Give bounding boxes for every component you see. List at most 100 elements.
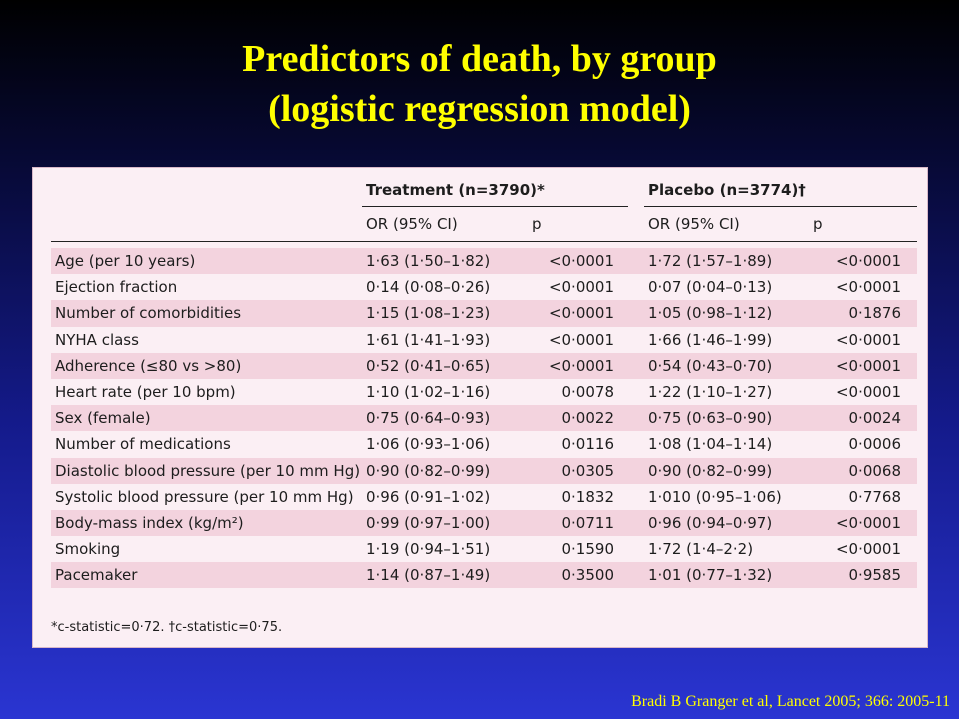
predictors-table: Treatment (n=3790)* Placebo (n=3774)† OR…	[51, 174, 918, 589]
table-body: Age (per 10 years) 1·63 (1·50–1·82) <0·000…	[51, 242, 918, 589]
treatment-or-cell: 1·61 (1·41–1·93)	[362, 326, 528, 353]
row-label: Systolic blood pressure (per 10 mm Hg)	[51, 483, 362, 510]
treatment-p-cell: 0·1832	[528, 483, 628, 510]
row-label: NYHA class	[51, 326, 362, 353]
placebo-p-cell: <0·0001	[809, 352, 918, 379]
treatment-p-cell: <0·0001	[528, 274, 628, 301]
citation: Bradi B Granger et al, Lancet 2005; 366:…	[631, 693, 950, 710]
gap-cell	[628, 274, 644, 301]
placebo-or-cell: 1·05 (0·98–1·12)	[644, 300, 809, 327]
placebo-or-cell: 1·010 (0·95–1·06)	[644, 483, 809, 510]
gap-cell	[628, 457, 644, 484]
placebo-or-cell: 0·90 (0·82–0·99)	[644, 457, 809, 484]
table-row: NYHA class 1·61 (1·41–1·93) <0·0001 1·66 (1…	[51, 326, 918, 353]
placebo-or-cell: 0·96 (0·94–0·97)	[644, 509, 809, 537]
row-label: Number of comorbidities	[51, 300, 362, 327]
table-row: Number of medications 1·06 (0·93–1·06) 0·0…	[51, 431, 918, 458]
treatment-p-cell: <0·0001	[528, 248, 628, 275]
results-table-panel: Treatment (n=3790)* Placebo (n=3774)† OR…	[32, 167, 928, 648]
table-row: Adherence (≤80 vs >80) 0·52 (0·41–0·65) <0…	[51, 352, 918, 379]
placebo-or-header: OR (95% CI)	[644, 206, 809, 242]
table-row: Smoking 1·19 (0·94–1·51) 0·1590 1·72 (1·4–2…	[51, 536, 918, 563]
treatment-or-cell: 1·14 (0·87–1·49)	[362, 562, 528, 589]
treatment-or-cell: 1·15 (1·08–1·23)	[362, 300, 528, 327]
placebo-or-cell: 1·72 (1·4–2·2)	[644, 536, 809, 563]
treatment-or-cell: 1·10 (1·02–1·16)	[362, 378, 528, 406]
treatment-p-cell: <0·0001	[528, 326, 628, 353]
placebo-or-cell: 1·22 (1·10–1·27)	[644, 378, 809, 406]
treatment-or-cell: 0·90 (0·82–0·99)	[362, 457, 528, 484]
placebo-p-cell: <0·0001	[809, 274, 918, 301]
table-row: Number of comorbidities 1·15 (1·08–1·23) <…	[51, 300, 918, 327]
placebo-or-cell: 1·01 (0·77–1·32)	[644, 562, 809, 589]
placebo-p-cell: 0·9585	[809, 562, 918, 589]
treatment-or-cell: 0·99 (0·97–1·00)	[362, 509, 528, 537]
row-label: Adherence (≤80 vs >80)	[51, 352, 362, 379]
treatment-p-cell: <0·0001	[528, 300, 628, 327]
treatment-group-header: Treatment (n=3790)*	[362, 174, 628, 207]
placebo-or-cell: 0·75 (0·63–0·90)	[644, 405, 809, 432]
gap-cell	[628, 405, 644, 432]
slide-title: Predictors of death, by group (logistic …	[0, 34, 959, 134]
placebo-p-cell: 0·0024	[809, 405, 918, 432]
placebo-p-cell: <0·0001	[809, 536, 918, 563]
row-label: Age (per 10 years)	[51, 248, 362, 275]
gap-cell	[628, 536, 644, 563]
placebo-p-cell: 0·0006	[809, 431, 918, 458]
row-label: Body-mass index (kg/m²)	[51, 509, 362, 537]
row-label: Smoking	[51, 536, 362, 563]
title-line-2: (logistic regression model)	[268, 88, 691, 130]
gap-cell	[628, 509, 644, 537]
table-row: Age (per 10 years) 1·63 (1·50–1·82) <0·000…	[51, 248, 918, 275]
table-row: Pacemaker 1·14 (0·87–1·49) 0·3500 1·01 (0·7…	[51, 562, 918, 589]
table-row: Ejection fraction 0·14 (0·08–0·26) <0·0001…	[51, 274, 918, 301]
table-row: Heart rate (per 10 bpm) 1·10 (1·02–1·16) 0…	[51, 378, 918, 406]
treatment-or-cell: 1·19 (0·94–1·51)	[362, 536, 528, 563]
gap-cell	[628, 248, 644, 275]
treatment-or-cell: 0·14 (0·08–0·26)	[362, 274, 528, 301]
row-label: Pacemaker	[51, 562, 362, 589]
treatment-p-cell: 0·0022	[528, 405, 628, 432]
row-label: Sex (female)	[51, 405, 362, 432]
table-row: Diastolic blood pressure (per 10 mm Hg) 0…	[51, 457, 918, 484]
gap-cell	[628, 352, 644, 379]
table-row: Sex (female) 0·75 (0·64–0·93) 0·0022 0·75 (…	[51, 405, 918, 432]
treatment-or-cell: 0·75 (0·64–0·93)	[362, 405, 528, 432]
treatment-or-cell: 1·06 (0·93–1·06)	[362, 431, 528, 458]
header-blank	[51, 174, 362, 207]
placebo-or-cell: 1·08 (1·04–1·14)	[644, 431, 809, 458]
treatment-or-cell: 1·63 (1·50–1·82)	[362, 248, 528, 275]
placebo-p-cell: 0·1876	[809, 300, 918, 327]
row-label: Ejection fraction	[51, 274, 362, 301]
treatment-or-cell: 0·96 (0·91–1·02)	[362, 483, 528, 510]
placebo-p-cell: <0·0001	[809, 509, 918, 537]
placebo-or-cell: 1·66 (1·46–1·99)	[644, 326, 809, 353]
treatment-p-cell: <0·0001	[528, 352, 628, 379]
table-footnote: *c-statistic=0·72. †c-statistic=0·75.	[51, 620, 283, 635]
placebo-group-header: Placebo (n=3774)†	[644, 174, 918, 207]
treatment-p-cell: 0·0305	[528, 457, 628, 484]
placebo-p-cell: <0·0001	[809, 248, 918, 275]
placebo-p-cell: 0·0068	[809, 457, 918, 484]
table-row: Systolic blood pressure (per 10 mm Hg) 0·…	[51, 483, 918, 510]
placebo-p-header: p	[809, 206, 918, 242]
table-row: Body-mass index (kg/m²) 0·99 (0·97–1·00) 0…	[51, 509, 918, 537]
treatment-p-cell: 0·0711	[528, 509, 628, 537]
gap-cell	[628, 431, 644, 458]
placebo-or-cell: 1·72 (1·57–1·89)	[644, 248, 809, 275]
treatment-p-cell: 0·3500	[528, 562, 628, 589]
gap-cell	[628, 300, 644, 327]
placebo-p-cell: <0·0001	[809, 378, 918, 406]
row-label: Heart rate (per 10 bpm)	[51, 378, 362, 406]
placebo-or-cell: 0·54 (0·43–0·70)	[644, 352, 809, 379]
treatment-p-cell: 0·0116	[528, 431, 628, 458]
placebo-p-cell: 0·7768	[809, 483, 918, 510]
treatment-p-cell: 0·1590	[528, 536, 628, 563]
treatment-p-header: p	[528, 206, 628, 242]
gap-cell	[628, 483, 644, 510]
treatment-p-cell: 0·0078	[528, 378, 628, 406]
treatment-or-header: OR (95% CI)	[362, 206, 528, 242]
title-line-1: Predictors of death, by group	[242, 38, 717, 80]
gap-cell	[628, 326, 644, 353]
placebo-p-cell: <0·0001	[809, 326, 918, 353]
